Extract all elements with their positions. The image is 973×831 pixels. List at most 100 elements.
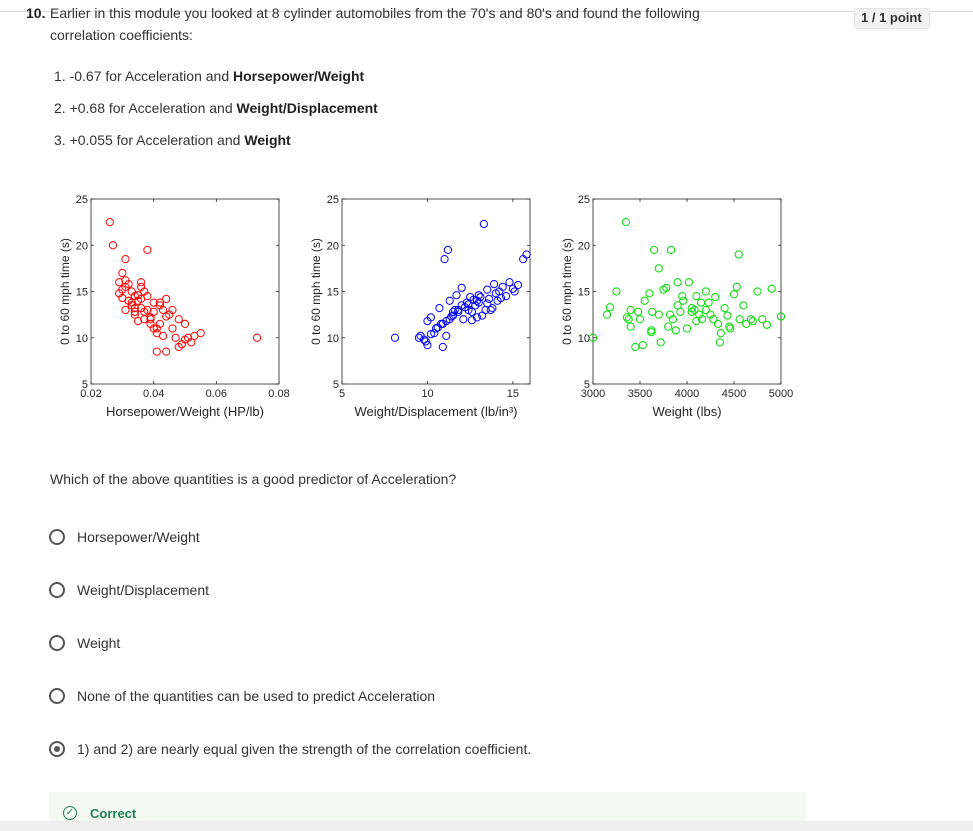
data-point xyxy=(152,329,161,338)
data-point xyxy=(626,305,635,315)
data-point xyxy=(137,304,146,313)
data-point xyxy=(715,338,725,347)
plot-axes-box xyxy=(592,198,782,385)
plot-axes-box xyxy=(341,198,531,385)
x-axis-label: Weight/Displacement (lb/in³) xyxy=(354,404,517,419)
data-point xyxy=(137,278,146,287)
data-point xyxy=(706,310,715,319)
data-point xyxy=(190,331,199,340)
data-point xyxy=(626,322,635,331)
data-point xyxy=(488,304,497,313)
data-point xyxy=(726,324,735,333)
radio-button[interactable] xyxy=(49,529,65,545)
option-horsepower-weight[interactable]: Horsepower/Weight xyxy=(49,529,200,545)
data-point xyxy=(701,287,710,296)
data-point xyxy=(133,296,143,305)
radio-button[interactable] xyxy=(49,582,65,598)
data-point xyxy=(430,329,439,338)
radio-button-selected[interactable] xyxy=(49,741,65,757)
data-point xyxy=(640,296,649,305)
data-point xyxy=(431,324,441,333)
data-point xyxy=(146,313,155,322)
x-tick-label: 0.04 xyxy=(143,388,164,400)
data-point xyxy=(638,341,647,350)
data-point xyxy=(416,331,425,340)
data-point xyxy=(776,312,786,321)
data-point xyxy=(146,319,155,328)
data-point xyxy=(459,315,468,324)
option-label: Weight/Displacement xyxy=(77,582,210,598)
data-point xyxy=(447,312,456,321)
data-point xyxy=(603,310,612,319)
data-point xyxy=(513,280,523,290)
option-weight-displacement[interactable]: Weight/Displacement xyxy=(49,582,209,598)
data-point xyxy=(522,250,531,259)
data-point xyxy=(762,320,772,329)
x-tick-label: 0.06 xyxy=(206,388,227,400)
data-point xyxy=(648,307,657,316)
data-point xyxy=(678,292,687,301)
data-point xyxy=(140,315,149,324)
data-point xyxy=(692,317,701,326)
y-tick-label: 15 xyxy=(578,287,590,299)
data-point xyxy=(105,218,114,227)
scatter-plot-3: 3000 3500 4000 4500 5000 5 10 15 20 25 Weight (lbs… xyxy=(560,194,793,419)
x-tick-label: 3000 xyxy=(581,388,605,400)
data-point xyxy=(758,315,767,324)
radio-button[interactable] xyxy=(49,635,65,651)
x-tick-label: 3500 xyxy=(628,388,652,400)
coefficient-variable: Weight xyxy=(244,132,291,148)
coefficient-item: 1. -0.67 for Acceleration and Horsepower… xyxy=(54,66,378,98)
bottom-scroll-area xyxy=(0,821,973,831)
data-point xyxy=(676,307,685,316)
data-point xyxy=(464,305,473,315)
y-tick-label: 10 xyxy=(327,333,339,345)
question-number: 10. xyxy=(26,5,46,21)
data-point xyxy=(723,311,732,320)
data-point xyxy=(174,315,183,324)
data-point xyxy=(454,307,463,316)
option-1-and-2-equal[interactable]: 1) and 2) are nearly equal given the str… xyxy=(49,741,531,757)
y-tick-label: 5 xyxy=(333,379,339,391)
check-circle-icon: ✓ xyxy=(63,806,77,820)
data-point xyxy=(168,324,177,333)
y-axis-label: 0 to 60 mph time (s) xyxy=(309,238,323,345)
data-point xyxy=(180,319,190,328)
data-point xyxy=(155,319,165,328)
coefficient-list: 1. -0.67 for Acceleration and Horsepower… xyxy=(54,66,378,162)
data-point xyxy=(442,331,451,340)
data-point xyxy=(435,304,444,313)
data-point xyxy=(162,294,171,304)
data-point xyxy=(725,322,734,331)
y-tick-label: 15 xyxy=(327,287,339,299)
data-point xyxy=(753,287,762,296)
data-point xyxy=(711,292,720,302)
y-axis-label: 0 to 60 mph time (s) xyxy=(58,238,72,345)
radio-button[interactable] xyxy=(49,688,65,704)
option-weight[interactable]: Weight xyxy=(49,635,120,651)
data-point xyxy=(713,319,723,328)
data-point xyxy=(467,316,476,325)
data-point xyxy=(118,268,127,278)
data-point xyxy=(440,255,449,264)
data-point xyxy=(662,283,671,292)
data-point xyxy=(124,280,133,289)
data-point xyxy=(423,317,432,326)
data-point xyxy=(498,282,507,291)
data-point xyxy=(697,298,706,307)
data-point xyxy=(448,307,458,316)
data-point xyxy=(484,294,494,304)
data-point xyxy=(687,304,696,313)
option-none[interactable]: None of the quantities can be used to pr… xyxy=(49,688,435,704)
y-tick-label: 20 xyxy=(578,240,590,252)
data-point xyxy=(635,315,645,324)
data-point xyxy=(442,317,451,326)
data-point xyxy=(469,295,478,304)
data-point xyxy=(505,278,514,287)
data-point xyxy=(143,245,152,254)
data-point xyxy=(650,245,659,254)
y-tick-label: 25 xyxy=(578,194,590,206)
x-tick-label: 10 xyxy=(421,388,433,400)
coefficient-item: 3. +0.055 for Acceleration and Weight xyxy=(54,130,378,162)
data-point xyxy=(143,305,152,315)
